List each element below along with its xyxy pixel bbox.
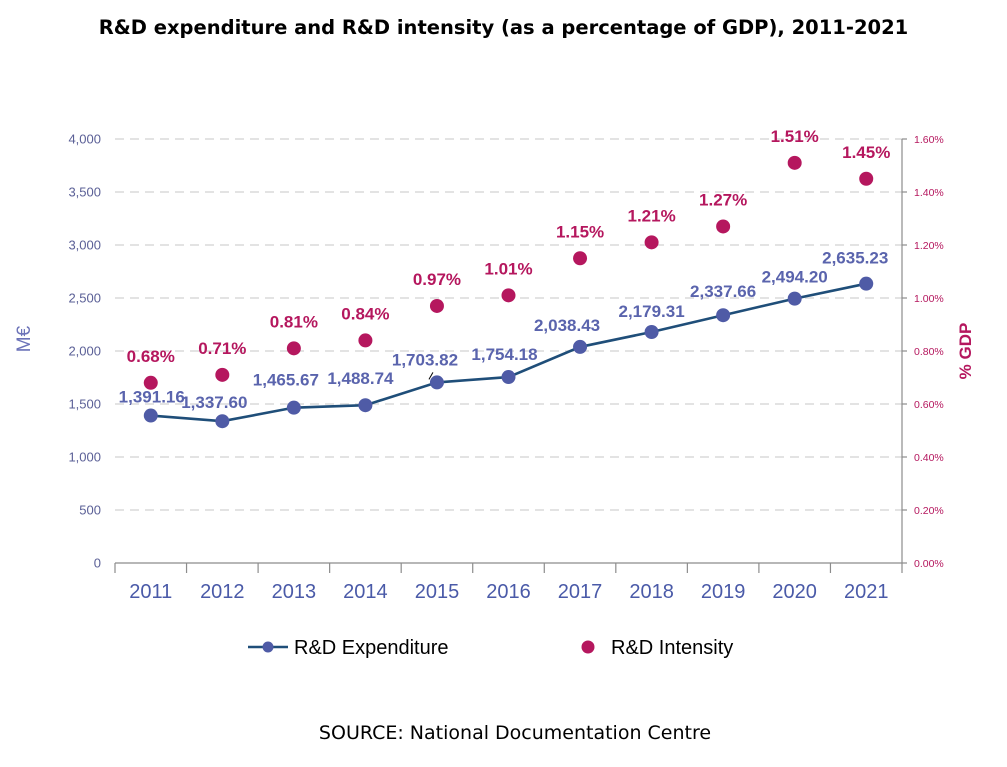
expenditure-data-label: 2,635.23 <box>822 249 888 268</box>
intensity-point <box>358 333 373 348</box>
intensity-data-label: 1.51% <box>771 127 819 146</box>
intensity-point <box>573 251 588 266</box>
x-tick-label: 2012 <box>200 581 245 603</box>
intensity-point <box>215 367 230 382</box>
expenditure-point <box>573 339 588 354</box>
intensity-point <box>143 375 158 390</box>
intensity-point <box>716 219 731 234</box>
intensity-data-label: 1.21% <box>627 206 675 225</box>
expenditure-point <box>286 400 301 415</box>
expenditure-point <box>644 324 659 339</box>
y-right-tick-label: 0.60% <box>914 399 944 411</box>
expenditure-point <box>143 408 158 423</box>
y-left-tick-label: 2,000 <box>68 344 101 359</box>
intensity-point <box>286 341 301 356</box>
x-tick-label: 2016 <box>486 581 531 603</box>
x-tick-label: 2013 <box>272 581 317 603</box>
expenditure-point <box>501 370 516 385</box>
y-left-tick-label: 1,000 <box>68 450 101 465</box>
y-right-tick-label: 0.40% <box>914 452 944 464</box>
x-tick-label: 2017 <box>558 581 603 603</box>
intensity-data-label: 1.15% <box>556 222 604 241</box>
y-left-tick-label: 3,500 <box>68 185 101 200</box>
expenditure-data-label: 2,494.20 <box>762 268 828 287</box>
x-tick-label: 2020 <box>772 581 817 603</box>
x-tick-label: 2014 <box>343 581 388 603</box>
chart-title: R&D expenditure and R&D intensity (as a … <box>98 16 909 39</box>
y-left-tick-label: 0 <box>94 556 101 571</box>
y-left-tick-label: 2,500 <box>68 291 101 306</box>
intensity-point <box>501 288 516 303</box>
intensity-point <box>429 298 444 313</box>
legend-intensity-label: R&D Intensity <box>611 637 733 659</box>
y-left-tick-label: 1,500 <box>68 397 101 412</box>
expenditure-data-label: 2,038.43 <box>534 316 600 335</box>
legend-expenditure-marker <box>262 641 274 653</box>
legend-intensity-marker <box>581 640 595 654</box>
expenditure-point <box>859 276 874 291</box>
expenditure-data-label: 2,179.31 <box>618 302 684 321</box>
x-tick-label: 2011 <box>129 581 172 603</box>
expenditure-point <box>429 375 444 390</box>
expenditure-data-label: 1,488.74 <box>327 369 394 388</box>
intensity-data-label: 0.71% <box>198 339 246 358</box>
label-leader-line <box>428 372 434 380</box>
y-left-tick-label: 3,000 <box>68 238 101 253</box>
y-right-axis-title: % GDP <box>956 323 975 380</box>
source-note: SOURCE: National Documentation Centre <box>318 722 712 744</box>
y-right-tick-label: 0.80% <box>914 346 944 358</box>
intensity-point <box>644 235 659 250</box>
expenditure-point <box>215 414 230 429</box>
x-tick-label: 2018 <box>629 581 674 603</box>
x-tick-label: 2021 <box>844 581 889 603</box>
y-right-tick-label: 0.00% <box>914 558 944 570</box>
legend-expenditure-label: R&D Expenditure <box>294 637 449 659</box>
expenditure-point <box>716 308 731 323</box>
expenditure-point <box>358 398 373 413</box>
intensity-data-label: 1.27% <box>699 190 747 209</box>
axes <box>114 138 907 573</box>
y-right-tick-label: 1.40% <box>914 187 944 199</box>
data-labels: 1,391.161,337.60 1,465.67 1,488.741,703.82… <box>119 127 891 412</box>
legend: R&D Expenditure R&D Intensity <box>248 637 733 659</box>
expenditure-data-label: 1,465.67 <box>253 371 319 390</box>
intensity-data-label: 0.68% <box>127 347 175 366</box>
expenditure-point <box>787 291 802 306</box>
expenditure-data-label: 1,703.82 <box>392 350 458 369</box>
expenditure-data-label: 2,337.66 <box>690 282 756 301</box>
y-right-tick-label: 1.20% <box>914 240 944 252</box>
expenditure-data-label: 1,391.16 <box>119 388 185 407</box>
intensity-data-label: 1.01% <box>484 259 532 278</box>
y-left-axis-title: M€ <box>14 325 35 352</box>
y-left-tick-label: 500 <box>79 503 101 518</box>
intensity-data-label: 0.81% <box>270 312 318 331</box>
intensity-data-label: 0.97% <box>413 270 461 289</box>
intensity-data-label: 0.84% <box>341 304 389 323</box>
tick-labels: 0 500 1,000 1,500 2,000 2,500 3,000 3,500 4,000 0… <box>14 132 975 604</box>
gridlines <box>115 138 902 511</box>
expenditure-data-label: 1,337.60 <box>181 393 247 412</box>
y-left-tick-label: 4,000 <box>68 132 101 147</box>
intensity-point <box>859 171 874 186</box>
y-right-tick-label: 1.60% <box>914 134 944 146</box>
intensity-point <box>787 155 802 170</box>
series <box>143 155 874 429</box>
x-tick-label: 2019 <box>701 581 746 603</box>
x-tick-label: 2015 <box>415 581 460 603</box>
expenditure-data-label: 1,754.18 <box>471 345 537 364</box>
y-right-tick-label: 0.20% <box>914 505 944 517</box>
y-right-tick-label: 1.00% <box>914 293 944 305</box>
intensity-data-label: 1.45% <box>842 143 890 162</box>
